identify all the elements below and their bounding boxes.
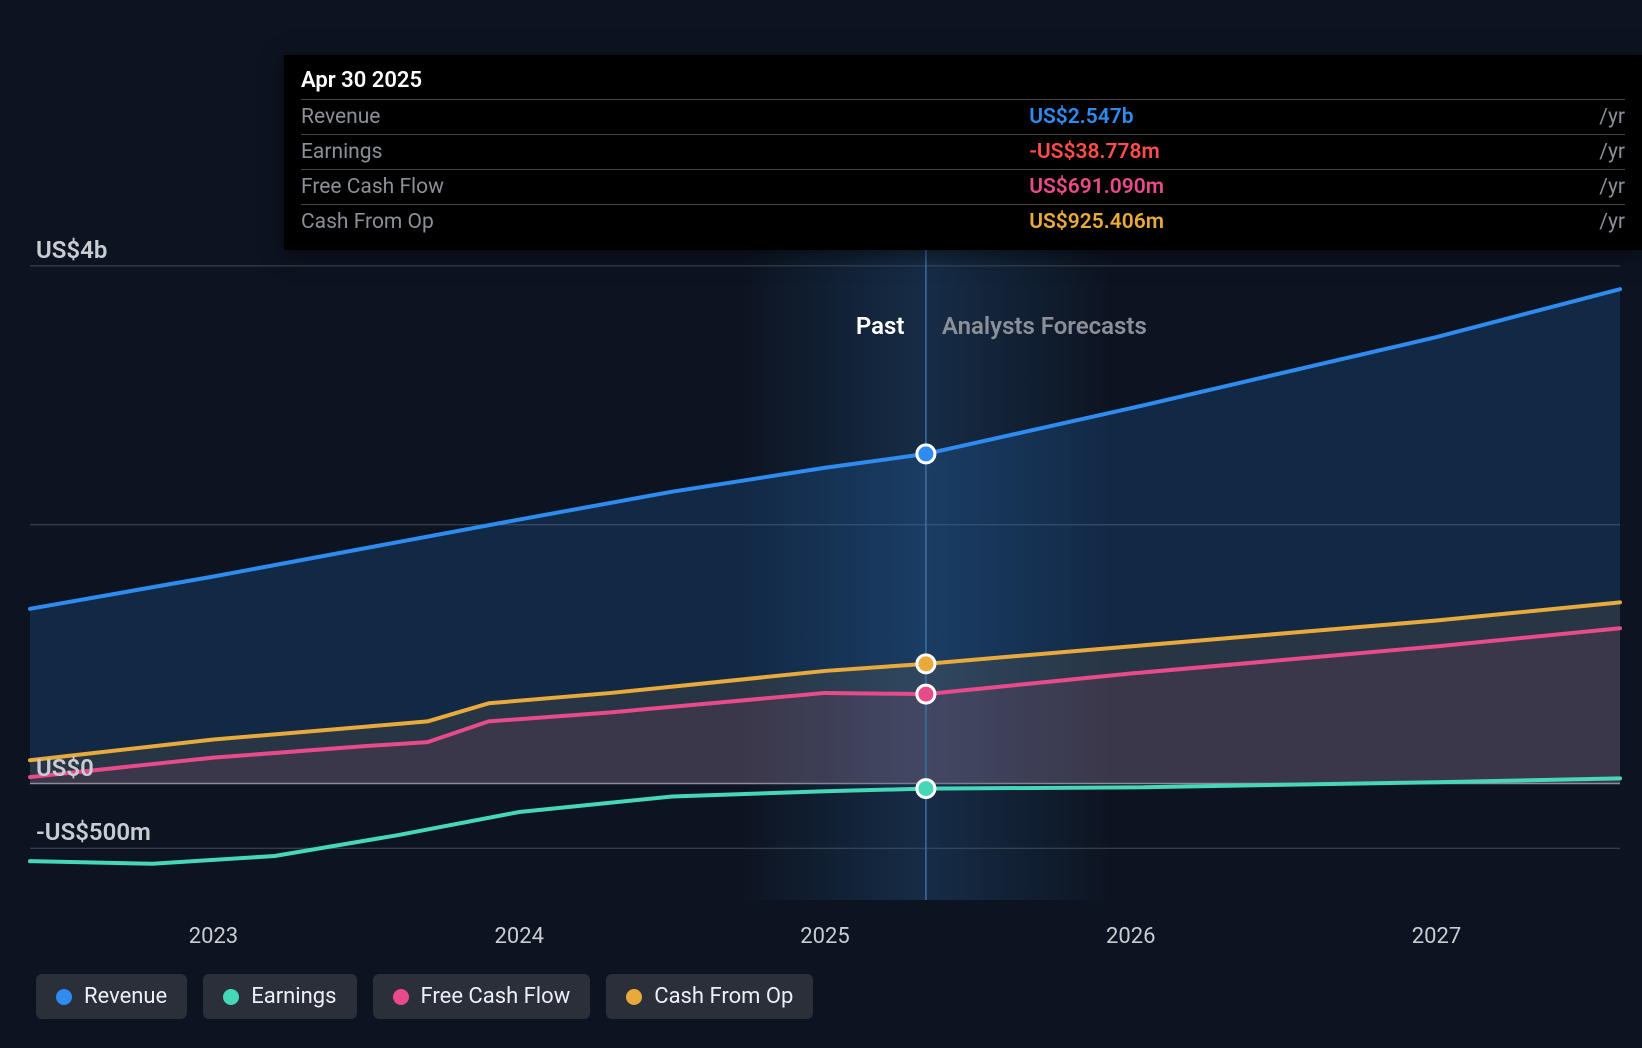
legend-dot-icon [56,989,72,1005]
legend-item[interactable]: Revenue [36,974,187,1019]
tooltip-row: RevenueUS$2.547b/yr [301,100,1625,135]
legend-dot-icon [393,989,409,1005]
tooltip-row-unit: /yr [1595,205,1625,240]
tooltip-row-unit: /yr [1595,170,1625,205]
legend-item-label: Earnings [251,984,336,1009]
legend-dot-icon [223,989,239,1005]
tooltip-row-value: US$2.547b [1029,100,1595,135]
past-label: Past [856,312,905,340]
legend-item-label: Free Cash Flow [421,984,571,1009]
tooltip-row-label: Cash From Op [301,205,1029,240]
x-axis-label: 2023 [189,924,238,949]
tooltip-row-label: Free Cash Flow [301,170,1029,205]
x-axis-label: 2024 [494,924,543,949]
legend-item-label: Cash From Op [654,984,793,1009]
legend-item[interactable]: Cash From Op [606,974,813,1019]
tooltip-row: Earnings-US$38.778m/yr [301,135,1625,170]
tooltip-row-value: US$925.406m [1029,205,1595,240]
tooltip-row: Cash From OpUS$925.406m/yr [301,205,1625,240]
tooltip-row: Free Cash FlowUS$691.090m/yr [301,170,1625,205]
y-axis-label: US$0 [36,754,94,782]
chart-legend: Revenue Earnings Free Cash Flow Cash From O… [36,974,813,1019]
tooltip-row-value: -US$38.778m [1029,135,1595,170]
x-axis-label: 2025 [800,924,849,949]
legend-item[interactable]: Earnings [203,974,356,1019]
x-axis-label: 2026 [1106,924,1155,949]
analysts-forecasts-label: Analysts Forecasts [942,312,1147,340]
legend-dot-icon [626,989,642,1005]
earnings-forecast-chart[interactable]: US$4b US$0 -US$500m 2023 2024 2025 2026 2027 P… [0,0,1642,1048]
tooltip-row-unit: /yr [1595,135,1625,170]
tooltip-row-label: Revenue [301,100,1029,135]
x-axis-label: 2027 [1412,924,1461,949]
y-axis-label: US$4b [36,236,107,264]
tooltip-date: Apr 30 2025 [301,68,1625,99]
hover-tooltip: Apr 30 2025 RevenueUS$2.547b/yrEarnings-… [284,55,1642,250]
y-axis-label: -US$500m [36,818,151,846]
tooltip-row-label: Earnings [301,135,1029,170]
legend-item-label: Revenue [84,984,167,1009]
legend-item[interactable]: Free Cash Flow [373,974,591,1019]
tooltip-row-value: US$691.090m [1029,170,1595,205]
tooltip-row-unit: /yr [1595,100,1625,135]
